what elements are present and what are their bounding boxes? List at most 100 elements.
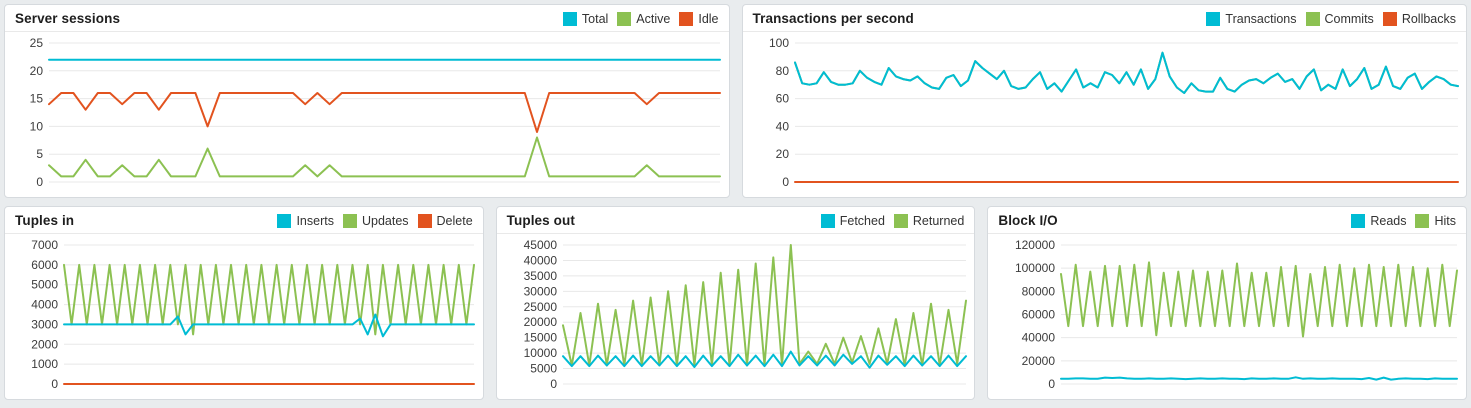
svg-text:20000: 20000: [1022, 354, 1056, 368]
tuples-out-panel: Tuples out Fetched Returned 0 5000 10000 15…: [495, 206, 976, 400]
legend-label: Total: [581, 11, 609, 26]
svg-text:40000: 40000: [523, 253, 557, 267]
svg-text:15000: 15000: [523, 331, 557, 345]
svg-text:15: 15: [30, 92, 44, 106]
svg-text:0: 0: [782, 175, 789, 189]
legend-label: Inserts: [296, 213, 334, 228]
legend-label: Idle: [698, 11, 719, 26]
panel-header: Server sessions Total Active Idle: [5, 5, 729, 32]
legend-item: Fetched: [820, 213, 885, 228]
legend-label: Active: [636, 11, 671, 26]
panel-title: Server sessions: [15, 11, 121, 26]
legend-item: Total: [562, 11, 609, 26]
legend-swatch-transactions: [1206, 11, 1221, 26]
legend-swatch-total: [562, 11, 577, 26]
server-sessions-chart: 0 5 10 15 20 25: [5, 32, 729, 197]
transactions-per-second-chart: 0 20 40 60 80 100: [743, 32, 1467, 197]
legend-item: Rollbacks: [1382, 11, 1456, 26]
server-sessions-panel: Server sessions Total Active Idle: [4, 4, 730, 198]
chart-legend: Transactions Commits Rollbacks: [1206, 11, 1456, 26]
legend-label: Updates: [361, 213, 409, 228]
panel-title: Tuples in: [15, 213, 75, 228]
legend-swatch-commits: [1305, 11, 1320, 26]
legend-label: Reads: [1370, 213, 1407, 228]
legend-swatch-active: [617, 11, 632, 26]
tuples-out-chart: 0 5000 10000 15000 20000 25000 30000 35000 40000…: [497, 234, 975, 399]
transactions-per-second-panel: Transactions per second Transactions Com…: [741, 4, 1467, 198]
chart-legend: Total Active Idle: [562, 11, 719, 26]
top-row: Server sessions Total Active Idle: [4, 4, 1467, 198]
svg-text:5000: 5000: [530, 362, 557, 376]
svg-text:0: 0: [1049, 377, 1056, 391]
panel-header: Block I/O Reads Hits: [988, 207, 1467, 234]
panel-header: Transactions per second Transactions Com…: [742, 5, 1466, 32]
svg-text:25: 25: [30, 36, 44, 50]
bottom-row: Tuples in Inserts Updates Delete: [4, 206, 1468, 400]
svg-text:5: 5: [36, 147, 43, 161]
svg-text:100000: 100000: [1015, 261, 1055, 275]
svg-text:30000: 30000: [523, 284, 557, 298]
legend-label: Fetched: [839, 213, 885, 228]
legend-label: Delete: [436, 213, 473, 228]
legend-swatch-returned: [893, 213, 908, 228]
svg-text:0: 0: [36, 175, 43, 189]
legend-item: Active: [617, 11, 671, 26]
legend-item: Idle: [679, 11, 719, 26]
svg-text:80: 80: [775, 64, 789, 78]
legend-label: Returned: [912, 213, 965, 228]
svg-text:120000: 120000: [1015, 238, 1055, 252]
svg-text:20000: 20000: [523, 315, 557, 329]
svg-text:1000: 1000: [31, 357, 58, 371]
svg-text:10000: 10000: [523, 346, 557, 360]
block-io-chart: 0 20000 40000 60000 80000 100000 120000: [988, 234, 1466, 399]
svg-text:5000: 5000: [31, 278, 58, 292]
legend-swatch-hits: [1415, 213, 1430, 228]
svg-text:10: 10: [30, 119, 44, 133]
legend-label: Transactions: [1225, 11, 1297, 26]
legend-item: Transactions: [1206, 11, 1297, 26]
svg-text:2000: 2000: [31, 337, 58, 351]
svg-text:35000: 35000: [523, 269, 557, 283]
legend-swatch-fetched: [820, 213, 835, 228]
chart-legend: Inserts Updates Delete: [277, 213, 473, 228]
legend-item: Returned: [893, 213, 965, 228]
panel-header: Tuples out Fetched Returned: [496, 207, 975, 234]
chart-legend: Fetched Returned: [820, 213, 965, 228]
legend-item: Delete: [417, 213, 473, 228]
legend-swatch-idle: [679, 11, 694, 26]
svg-text:40000: 40000: [1022, 331, 1056, 345]
svg-text:20: 20: [30, 64, 44, 78]
legend-swatch-rollbacks: [1382, 11, 1397, 26]
svg-text:6000: 6000: [31, 258, 58, 272]
svg-text:7000: 7000: [31, 238, 58, 252]
legend-item: Hits: [1415, 213, 1457, 228]
legend-label: Commits: [1324, 11, 1374, 26]
legend-item: Reads: [1351, 213, 1407, 228]
legend-swatch-updates: [342, 213, 357, 228]
legend-item: Inserts: [277, 213, 334, 228]
legend-label: Hits: [1434, 213, 1457, 228]
legend-swatch-delete: [417, 213, 432, 228]
svg-text:80000: 80000: [1022, 284, 1056, 298]
legend-swatch-inserts: [277, 213, 292, 228]
svg-text:3000: 3000: [31, 317, 58, 331]
legend-label: Rollbacks: [1401, 11, 1456, 26]
tuples-in-chart: 0 1000 2000 3000 4000 5000 6000 7000: [5, 234, 483, 399]
svg-text:0: 0: [550, 377, 557, 391]
panel-title: Transactions per second: [752, 11, 914, 26]
svg-text:45000: 45000: [523, 238, 557, 252]
svg-text:4000: 4000: [31, 298, 58, 312]
svg-text:100: 100: [768, 36, 788, 50]
svg-text:0: 0: [51, 377, 58, 391]
svg-text:60000: 60000: [1022, 308, 1056, 322]
svg-text:40: 40: [775, 119, 789, 133]
svg-text:60: 60: [775, 92, 789, 106]
svg-text:20: 20: [775, 147, 789, 161]
block-io-panel: Block I/O Reads Hits 0 20000 40000 60000 800…: [987, 206, 1468, 400]
panel-title: Block I/O: [998, 213, 1058, 228]
panel-title: Tuples out: [506, 213, 575, 228]
svg-text:25000: 25000: [523, 300, 557, 314]
legend-item: Updates: [342, 213, 409, 228]
panel-header: Tuples in Inserts Updates Delete: [5, 207, 483, 234]
